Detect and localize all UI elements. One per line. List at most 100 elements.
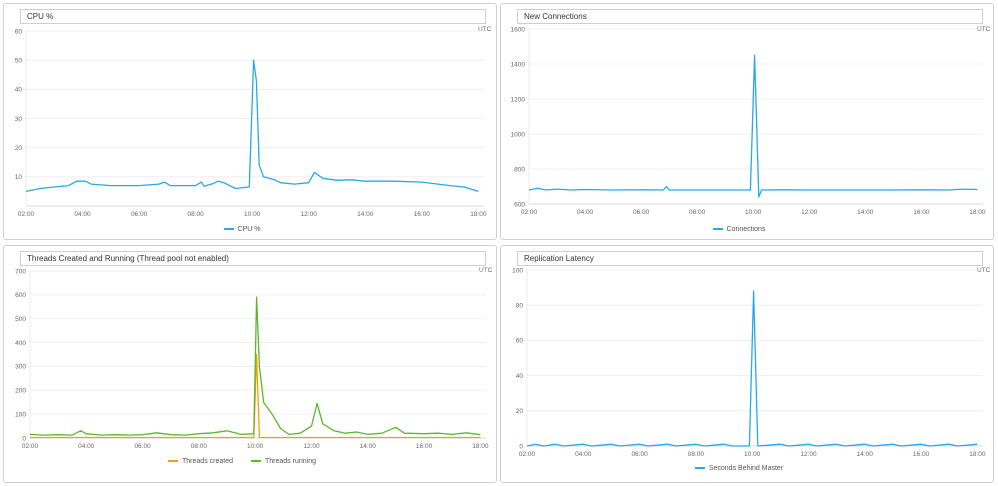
y-tick-label: 0 xyxy=(519,443,523,450)
x-tick-label: 06:00 xyxy=(131,211,148,218)
y-tick-label: 20 xyxy=(15,145,23,152)
x-tick-label: 06:00 xyxy=(633,209,650,216)
series-line xyxy=(30,353,481,439)
x-tick-label: 02:00 xyxy=(521,209,538,216)
legend-label: Threads running xyxy=(265,458,316,465)
x-tick-label: 02:00 xyxy=(22,443,39,450)
x-tick-label: 14:00 xyxy=(857,209,874,216)
x-tick-label: 14:00 xyxy=(357,211,374,218)
series-line xyxy=(528,54,978,198)
x-tick-label: 12:00 xyxy=(303,443,320,450)
x-tick-label: 08:00 xyxy=(689,209,706,216)
chart-title: Threads Created and Running (Thread pool… xyxy=(20,251,486,266)
x-tick-label: 12:00 xyxy=(800,451,817,458)
chart-legend: Threads created Threads running xyxy=(4,458,498,465)
chart-title: Replication Latency xyxy=(517,251,983,266)
legend-swatch xyxy=(168,460,179,462)
y-tick-label: 1600 xyxy=(511,26,526,33)
legend-label: CPU % xyxy=(237,226,261,233)
x-tick-label: 08:00 xyxy=(187,211,204,218)
chart-legend: Seconds Behind Master xyxy=(501,465,995,472)
legend-item[interactable]: Seconds Behind Master xyxy=(694,465,784,472)
x-tick-label: 10:00 xyxy=(744,451,761,458)
x-tick-label: 18:00 xyxy=(969,451,986,458)
x-tick-label: 06:00 xyxy=(631,451,648,458)
y-tick-label: 1400 xyxy=(511,61,526,68)
legend-item[interactable]: Threads running xyxy=(251,458,316,465)
x-tick-label: 14:00 xyxy=(360,443,377,450)
y-tick-label: 0 xyxy=(22,435,26,442)
chart-legend: Connections xyxy=(501,226,995,233)
timezone-label: UTC xyxy=(977,26,991,33)
x-tick-label: 16:00 xyxy=(913,451,930,458)
x-tick-label: 10:00 xyxy=(745,209,762,216)
y-tick-label: 600 xyxy=(514,201,525,208)
legend-label: Seconds Behind Master xyxy=(708,465,784,472)
legend-label: Connections xyxy=(726,226,766,233)
y-tick-label: 1000 xyxy=(511,131,526,138)
x-tick-label: 18:00 xyxy=(472,443,489,450)
timezone-label: UTC xyxy=(478,26,492,33)
x-tick-label: 06:00 xyxy=(134,443,151,450)
y-tick-label: 200 xyxy=(15,388,26,395)
x-tick-label: 16:00 xyxy=(913,209,930,216)
timezone-label: UTC xyxy=(479,267,493,274)
y-tick-label: 30 xyxy=(15,116,23,123)
x-tick-label: 04:00 xyxy=(575,451,592,458)
x-tick-label: 14:00 xyxy=(857,451,874,458)
x-tick-label: 12:00 xyxy=(301,211,318,218)
x-tick-label: 04:00 xyxy=(74,211,91,218)
y-tick-label: 80 xyxy=(516,303,524,310)
legend-swatch xyxy=(694,467,705,469)
series-line xyxy=(29,296,481,436)
chart-legend: CPU % xyxy=(4,226,498,233)
chart-panel-connections: New Connections UTC 1600 1400 1200 1000 800 6… xyxy=(500,3,994,240)
x-tick-label: 12:00 xyxy=(801,209,818,216)
chart-panel-cpu: CPU % UTC 60 50 40 30 20 10 02:00 04:00 06:00 08:… xyxy=(3,3,497,240)
x-tick-label: 02:00 xyxy=(519,451,536,458)
y-tick-label: 100 xyxy=(15,411,26,418)
y-tick-label: 20 xyxy=(516,408,524,415)
chart-plot: 700 600 500 400 300 200 100 002:00 04:00 06:00 08:… xyxy=(15,268,489,450)
x-tick-label: 04:00 xyxy=(577,209,594,216)
legend-item[interactable]: Connections xyxy=(712,226,766,233)
series-line xyxy=(25,59,479,193)
x-tick-label: 08:00 xyxy=(191,443,208,450)
chart-title: New Connections xyxy=(517,9,983,24)
chart-title: CPU % xyxy=(20,9,486,24)
chart-plot: 60 50 40 30 20 10 02:00 04:00 06:00 08:00 10:00 12:… xyxy=(15,28,487,218)
chart-panel-threads: Threads Created and Running (Thread pool… xyxy=(3,245,497,483)
y-tick-label: 300 xyxy=(15,364,26,371)
y-tick-label: 40 xyxy=(516,373,524,380)
x-tick-label: 16:00 xyxy=(414,211,431,218)
y-tick-label: 40 xyxy=(15,87,23,94)
timezone-label: UTC xyxy=(977,267,991,274)
chart-plot: 100 80 60 40 20 002:00 04:00 06:00 08:00 10:00 12:… xyxy=(512,267,986,458)
legend-item[interactable]: CPU % xyxy=(223,226,261,233)
x-tick-label: 04:00 xyxy=(78,443,95,450)
series-line xyxy=(526,290,978,447)
y-tick-label: 60 xyxy=(15,28,23,35)
y-tick-label: 700 xyxy=(15,268,26,275)
y-tick-label: 400 xyxy=(15,340,26,347)
legend-swatch xyxy=(223,228,234,230)
y-tick-label: 60 xyxy=(516,338,524,345)
y-tick-label: 1200 xyxy=(511,96,526,103)
chart-panel-replication: Replication Latency UTC 100 80 60 40 20 0 02:0… xyxy=(500,245,994,483)
x-tick-label: 02:00 xyxy=(18,211,35,218)
y-tick-label: 10 xyxy=(15,174,23,181)
x-tick-label: 08:00 xyxy=(688,451,705,458)
y-tick-label: 50 xyxy=(15,57,23,64)
legend-swatch xyxy=(712,228,723,230)
x-tick-label: 16:00 xyxy=(416,443,433,450)
y-tick-label: 800 xyxy=(514,166,525,173)
x-tick-label: 18:00 xyxy=(470,211,487,218)
y-tick-label: 500 xyxy=(15,316,26,323)
legend-item[interactable]: Threads created xyxy=(168,458,233,465)
y-tick-label: 600 xyxy=(15,292,26,299)
x-tick-label: 10:00 xyxy=(244,211,261,218)
legend-swatch xyxy=(251,460,261,462)
legend-label: Threads created xyxy=(182,458,233,465)
x-tick-label: 10:00 xyxy=(247,443,264,450)
